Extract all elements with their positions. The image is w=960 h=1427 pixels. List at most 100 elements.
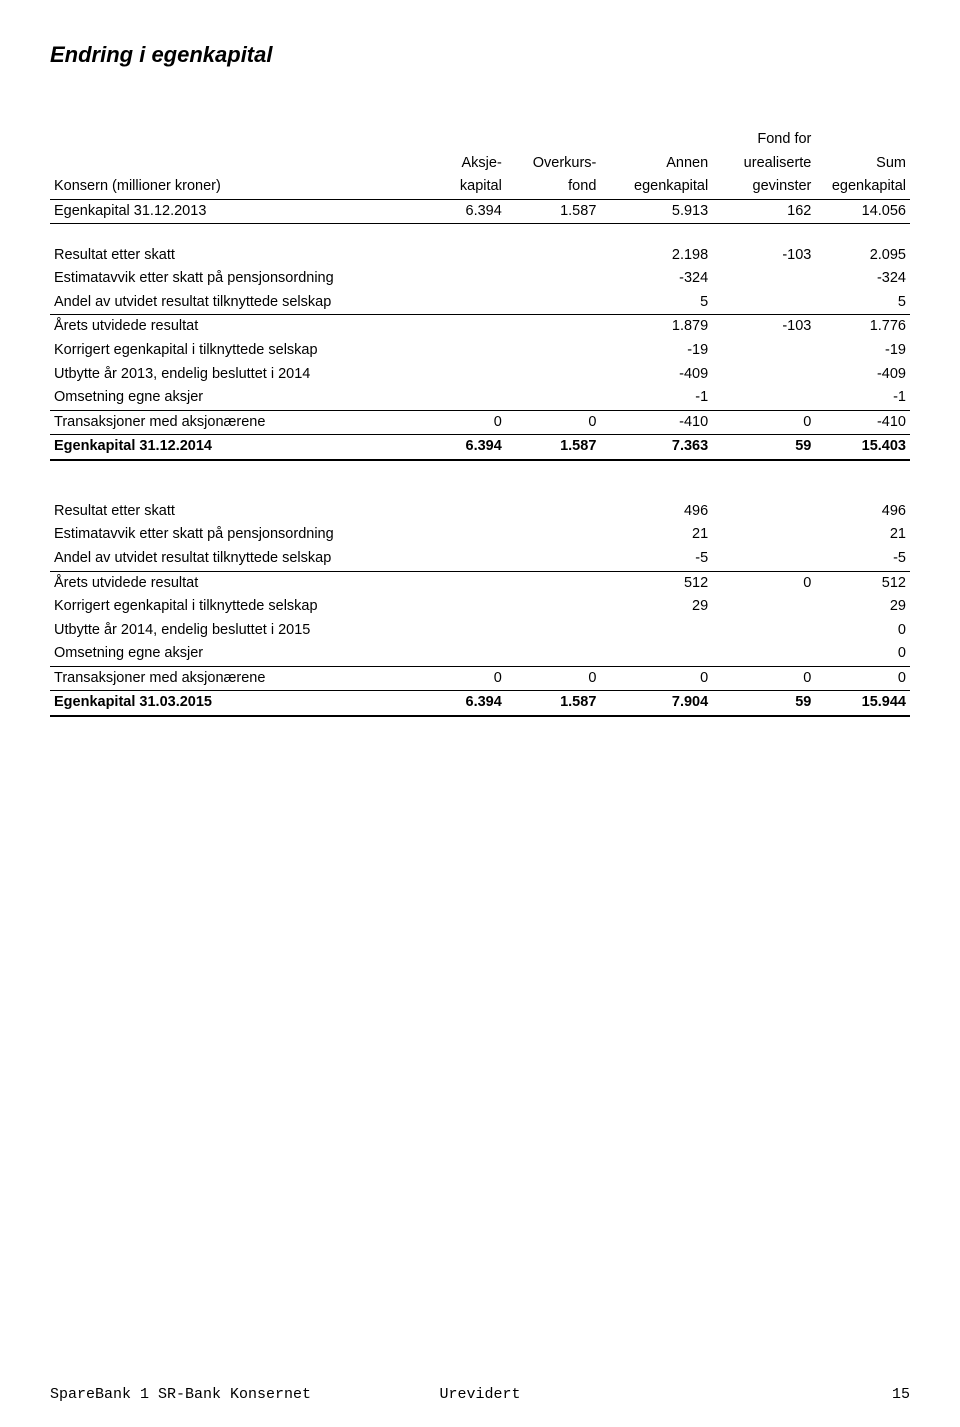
cell: 29 bbox=[600, 595, 712, 619]
cell: 0 bbox=[600, 666, 712, 691]
cell: 0 bbox=[712, 571, 815, 595]
row-label: Andel av utvidet resultat tilknyttede se… bbox=[50, 547, 411, 571]
cell: 0 bbox=[506, 410, 601, 435]
cell: 1.587 bbox=[506, 691, 601, 716]
cell: 5.913 bbox=[600, 199, 712, 224]
cell: 59 bbox=[712, 435, 815, 460]
table-row: Korrigert egenkapital i tilknyttede sels… bbox=[50, 339, 910, 363]
header-cell: Aksje- bbox=[411, 152, 506, 176]
cell: 1.587 bbox=[506, 199, 601, 224]
cell: 21 bbox=[815, 523, 910, 547]
header-cell: Konsern (millioner kroner) bbox=[50, 175, 411, 199]
cell: 14.056 bbox=[815, 199, 910, 224]
table-row: Resultat etter skatt 496 496 bbox=[50, 500, 910, 524]
page-footer: Urevidert SpareBank 1 SR-Bank Konsernet … bbox=[50, 1386, 910, 1403]
cell: 15.944 bbox=[815, 691, 910, 716]
cell: -5 bbox=[815, 547, 910, 571]
cell: -410 bbox=[815, 410, 910, 435]
equity-change-table: Fond for Aksje- Overkurs- Annen urealise… bbox=[50, 128, 910, 717]
cell: 1.776 bbox=[815, 315, 910, 339]
table-row: Egenkapital 31.03.2015 6.394 1.587 7.904… bbox=[50, 691, 910, 716]
cell: -410 bbox=[600, 410, 712, 435]
cell: -409 bbox=[815, 363, 910, 387]
cell: 6.394 bbox=[411, 199, 506, 224]
row-label: Andel av utvidet resultat tilknyttede se… bbox=[50, 291, 411, 315]
cell: 6.394 bbox=[411, 691, 506, 716]
cell: -103 bbox=[712, 244, 815, 268]
table-row: Andel av utvidet resultat tilknyttede se… bbox=[50, 291, 910, 315]
header-cell: urealiserte bbox=[712, 152, 815, 176]
cell: 1.879 bbox=[600, 315, 712, 339]
row-label: Utbytte år 2013, endelig besluttet i 201… bbox=[50, 363, 411, 387]
row-label: Transaksjoner med aksjonærene bbox=[50, 410, 411, 435]
cell: -5 bbox=[600, 547, 712, 571]
table-row: Omsetning egne aksjer -1 -1 bbox=[50, 386, 910, 410]
cell: -324 bbox=[815, 267, 910, 291]
cell: 496 bbox=[600, 500, 712, 524]
header-cell: Sum bbox=[815, 152, 910, 176]
table-row: Utbytte år 2013, endelig besluttet i 201… bbox=[50, 363, 910, 387]
cell: 7.363 bbox=[600, 435, 712, 460]
row-label: Utbytte år 2014, endelig besluttet i 201… bbox=[50, 619, 411, 643]
cell: -409 bbox=[600, 363, 712, 387]
cell: 2.095 bbox=[815, 244, 910, 268]
cell: 15.403 bbox=[815, 435, 910, 460]
table-row: Transaksjoner med aksjonærene 0 0 0 0 0 bbox=[50, 666, 910, 691]
table-row: Andel av utvidet resultat tilknyttede se… bbox=[50, 547, 910, 571]
cell: 496 bbox=[815, 500, 910, 524]
table-row: Estimatavvik etter skatt på pensjonsordn… bbox=[50, 267, 910, 291]
cell: 0 bbox=[815, 619, 910, 643]
header-cell: Annen bbox=[600, 152, 712, 176]
row-label: Estimatavvik etter skatt på pensjonsordn… bbox=[50, 267, 411, 291]
header-row-2: Konsern (millioner kroner) kapital fond … bbox=[50, 175, 910, 199]
table-row: Årets utvidede resultat 512 0 512 bbox=[50, 571, 910, 595]
cell: 5 bbox=[600, 291, 712, 315]
table-row: Resultat etter skatt 2.198 -103 2.095 bbox=[50, 244, 910, 268]
table-row: Estimatavvik etter skatt på pensjonsordn… bbox=[50, 523, 910, 547]
row-label: Egenkapital 31.12.2014 bbox=[50, 435, 411, 460]
row-label: Årets utvidede resultat bbox=[50, 315, 411, 339]
table-row: Utbytte år 2014, endelig besluttet i 201… bbox=[50, 619, 910, 643]
header-row-1: Aksje- Overkurs- Annen urealiserte Sum bbox=[50, 152, 910, 176]
cell: 0 bbox=[815, 666, 910, 691]
cell: 512 bbox=[815, 571, 910, 595]
cell: 0 bbox=[712, 666, 815, 691]
cell: 59 bbox=[712, 691, 815, 716]
header-cell: Fond for bbox=[712, 128, 815, 152]
cell: 1.587 bbox=[506, 435, 601, 460]
cell: 0 bbox=[712, 410, 815, 435]
cell: 7.904 bbox=[600, 691, 712, 716]
cell: -1 bbox=[600, 386, 712, 410]
header-cell: egenkapital bbox=[600, 175, 712, 199]
cell: 162 bbox=[712, 199, 815, 224]
header-cell: fond bbox=[506, 175, 601, 199]
row-label: Omsetning egne aksjer bbox=[50, 386, 411, 410]
cell: 0 bbox=[815, 642, 910, 666]
cell: 0 bbox=[411, 666, 506, 691]
cell: -19 bbox=[815, 339, 910, 363]
table-row: Korrigert egenkapital i tilknyttede sels… bbox=[50, 595, 910, 619]
table-row: Omsetning egne aksjer 0 bbox=[50, 642, 910, 666]
header-row-0: Fond for bbox=[50, 128, 910, 152]
cell: 0 bbox=[411, 410, 506, 435]
cell: 29 bbox=[815, 595, 910, 619]
cell: 2.198 bbox=[600, 244, 712, 268]
footer-center: Urevidert bbox=[50, 1386, 910, 1403]
cell: 5 bbox=[815, 291, 910, 315]
header-cell: Overkurs- bbox=[506, 152, 601, 176]
table-row: Egenkapital 31.12.2014 6.394 1.587 7.363… bbox=[50, 435, 910, 460]
table-row: Egenkapital 31.12.2013 6.394 1.587 5.913… bbox=[50, 199, 910, 224]
row-label: Resultat etter skatt bbox=[50, 500, 411, 524]
page-title: Endring i egenkapital bbox=[50, 42, 910, 68]
table-row: Årets utvidede resultat 1.879 -103 1.776 bbox=[50, 315, 910, 339]
table-row: Transaksjoner med aksjonærene 0 0 -410 0… bbox=[50, 410, 910, 435]
row-label: Korrigert egenkapital i tilknyttede sels… bbox=[50, 339, 411, 363]
header-cell: kapital bbox=[411, 175, 506, 199]
cell: -103 bbox=[712, 315, 815, 339]
row-label: Egenkapital 31.12.2013 bbox=[50, 199, 411, 224]
cell: 6.394 bbox=[411, 435, 506, 460]
row-label: Egenkapital 31.03.2015 bbox=[50, 691, 411, 716]
cell: -19 bbox=[600, 339, 712, 363]
cell: -1 bbox=[815, 386, 910, 410]
row-label: Resultat etter skatt bbox=[50, 244, 411, 268]
